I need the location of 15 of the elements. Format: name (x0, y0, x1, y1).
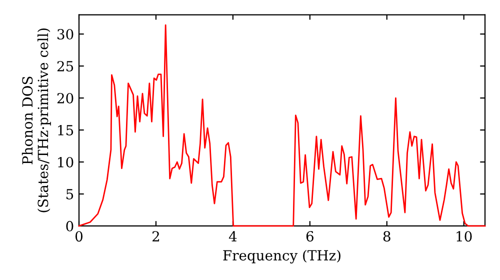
x-tick-label: 2 (152, 231, 160, 242)
x-tick-label: 6 (306, 231, 314, 242)
y-tick-label: 15 (58, 124, 74, 136)
y-tick-label: 25 (57, 60, 74, 72)
y-tick-label: 20 (57, 92, 74, 104)
y-tick-label: 0 (66, 220, 74, 232)
x-axis-title: Frequency (THz) (223, 250, 340, 264)
x-tick-label: 10 (456, 231, 472, 242)
y-tick-label: 5 (66, 189, 74, 200)
x-tick-label: 0 (75, 231, 82, 242)
x-tick-label: 8 (383, 231, 390, 242)
y-axis-title: Phonon DOS (States/THz·primitive cell) (22, 28, 51, 212)
x-tick-label: 4 (228, 231, 237, 242)
y-tick-label: 10 (58, 156, 74, 168)
y-tick-label: 30 (58, 29, 74, 40)
